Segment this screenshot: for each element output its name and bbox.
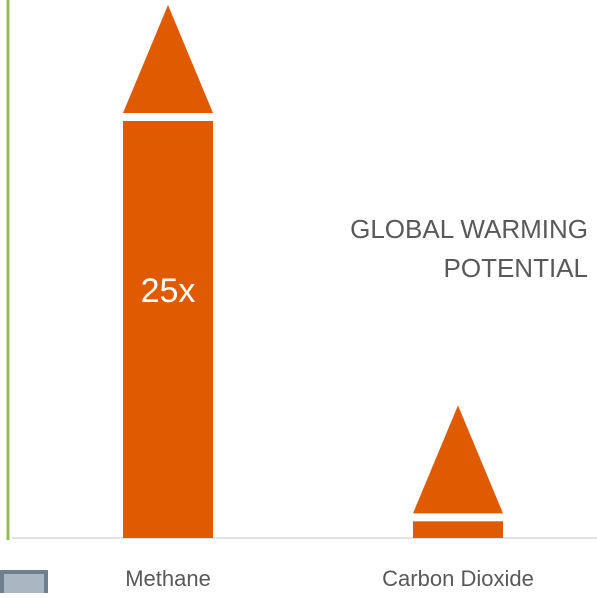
arrow-head	[413, 405, 503, 514]
arrow-head	[123, 5, 213, 113]
bar	[123, 121, 213, 538]
category-label: Carbon Dioxide	[382, 566, 534, 591]
title-line: POTENTIAL	[444, 253, 588, 283]
title-line: GLOBAL WARMING	[350, 214, 588, 244]
category-label: Methane	[125, 566, 211, 591]
value-label: 25x	[141, 272, 196, 310]
thumbnail-detail	[4, 574, 44, 593]
bar	[413, 521, 503, 538]
